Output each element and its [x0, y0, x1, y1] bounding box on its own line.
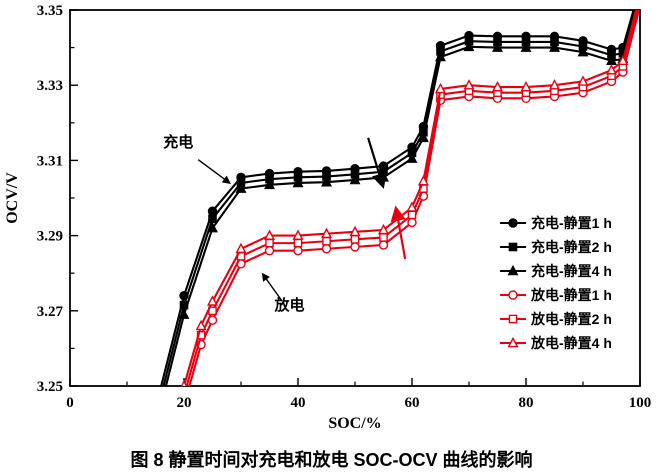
legend-label: 放电-静置2 h	[530, 311, 612, 327]
series-layer	[160, 10, 640, 386]
legend-entry: 放电-静置1 h	[500, 287, 612, 303]
discharge-annotation-label: 放电	[273, 296, 304, 314]
axes: 0 20 40 60 80 100 3.25 3.27 3.29 3.31 3.33 3.35 SOC/…	[4, 3, 651, 432]
y-tick-label: 3.29	[37, 229, 63, 245]
y-axis-label: OCV/V	[4, 172, 21, 224]
charge-annotation-label: 充电	[163, 133, 193, 151]
x-tick-label: 60	[405, 395, 420, 411]
legend-label: 放电-静置1 h	[530, 287, 612, 303]
charge-pointer-arrow	[197, 159, 231, 184]
x-tick-label: 0	[66, 395, 74, 411]
y-tick-label: 3.35	[37, 3, 63, 19]
y-tick-label: 3.27	[37, 304, 64, 320]
y-tick-label: 3.33	[37, 78, 63, 94]
legend-label: 放电-静置4 h	[530, 335, 612, 351]
x-tick-label: 100	[629, 395, 652, 411]
series-3	[164, 10, 638, 386]
legend-entry: 放电-静置4 h	[500, 335, 612, 351]
x-tick-label: 40	[291, 395, 306, 411]
legend-label: 充电-静置2 h	[531, 239, 612, 255]
series-5	[185, 10, 639, 386]
soc-ocv-chart: 0 20 40 60 80 100 3.25 3.27 3.29 3.31 3.33 3.35 SOC/…	[4, 3, 651, 432]
rest-time-trend-arrow-charge	[367, 137, 387, 189]
y-tick-label: 3.25	[37, 379, 63, 395]
legend-entry: 充电-静置2 h	[500, 239, 612, 255]
discharge-pointer-arrow	[261, 272, 283, 302]
rest-time-trend-arrow-discharge	[390, 205, 407, 260]
y-tick-label: 3.31	[37, 153, 63, 169]
x-tick-label: 20	[177, 395, 192, 411]
x-axis-label: SOC/%	[328, 415, 381, 432]
legend-entry: 放电-静置2 h	[500, 311, 612, 327]
series-6	[180, 10, 638, 386]
legend-label: 充电-静置1 h	[531, 215, 612, 231]
plot-frame	[69, 9, 641, 387]
legend-entry: 充电-静置4 h	[500, 263, 612, 279]
figure-caption: 图 8 静置时间对充电和放电 SOC-OCV 曲线的影响	[130, 450, 533, 470]
legend-entry: 充电-静置1 h	[500, 215, 612, 231]
legend-label: 充电-静置4 h	[531, 263, 612, 279]
legend: 充电-静置1 h 充电-静置2 h 充电-静置4 h 放电-静置1 h 放电-静置2 h…	[500, 215, 612, 351]
x-tick-label: 80	[519, 395, 534, 411]
